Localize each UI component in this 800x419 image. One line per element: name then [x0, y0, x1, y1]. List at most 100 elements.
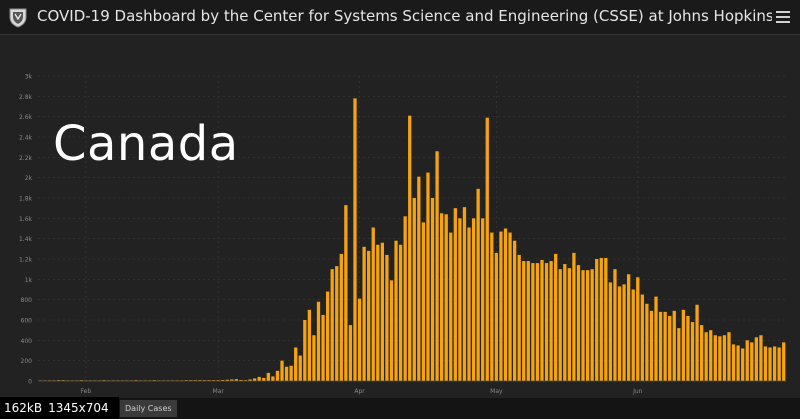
chart-bar — [253, 378, 257, 381]
daily-cases-chart: 0 200 400 600 800 1k 1.2k 1.4k 1.6k 1.8k 2k 2.2k 2.4… — [19, 74, 786, 395]
chart-bar — [312, 335, 316, 381]
chart-bar — [421, 222, 426, 381]
y-tick-label: 1.4k — [19, 236, 33, 243]
chart-bar — [262, 377, 266, 381]
y-tick-label: 1.6k — [19, 216, 33, 223]
hamburger-menu-icon[interactable] — [776, 9, 790, 23]
image-info-overlay: 162kB 1345x704 — [0, 397, 119, 419]
chart-bar — [376, 244, 380, 381]
chart-bar — [526, 261, 530, 381]
chart-bar — [649, 310, 654, 381]
chart-bar — [741, 348, 745, 381]
chart-bar — [239, 379, 243, 381]
y-tick-label: 2.6k — [19, 114, 33, 121]
y-tick-label: 800 — [21, 297, 33, 304]
chart-bar — [234, 379, 239, 381]
chart-bar — [230, 379, 234, 381]
chart-bar — [403, 216, 407, 381]
chart-bar — [389, 280, 394, 381]
chart-bar — [695, 304, 699, 381]
chart-bar — [339, 253, 343, 381]
chart-bar — [225, 379, 229, 381]
chart-bar — [476, 188, 480, 381]
chart-bar — [772, 346, 777, 381]
chart-bar — [444, 214, 448, 381]
chart-bar — [777, 347, 781, 381]
chart-bar — [713, 335, 717, 381]
johns-hopkins-shield-icon — [9, 8, 27, 28]
chart-bar — [385, 254, 389, 381]
y-tick-label: 2k — [25, 175, 33, 182]
chart-bar — [640, 294, 644, 381]
chart-bar — [512, 240, 517, 381]
chart-bar — [430, 198, 435, 381]
chart-bar — [298, 355, 302, 381]
x-tick-label: Mar — [212, 388, 224, 395]
x-tick-label: May — [490, 388, 503, 395]
chart-bar — [248, 379, 252, 381]
chart-bar — [540, 260, 544, 381]
chart-bar — [275, 370, 280, 381]
chart-bar — [522, 261, 526, 381]
y-tick-label: 2.4k — [19, 135, 33, 142]
chart-bar — [380, 242, 384, 381]
chart-bar — [335, 266, 339, 381]
chart-bar — [663, 311, 667, 381]
chart-bar — [750, 342, 754, 381]
chart-bar — [367, 250, 371, 381]
chart-bar — [585, 270, 590, 381]
chart-bar — [435, 151, 439, 381]
chart-bar — [608, 282, 613, 381]
chart-bar — [759, 335, 763, 381]
chart-bar — [321, 314, 325, 381]
chart-bar — [394, 240, 398, 381]
chart-bar — [485, 117, 489, 381]
chart-bar — [371, 227, 375, 381]
chart-bar — [686, 315, 690, 381]
x-tick-label: Apr — [354, 388, 365, 395]
y-tick-label: 2.8k — [19, 94, 33, 101]
chart-bar — [576, 265, 581, 381]
chart-bar — [221, 379, 225, 381]
chart-bar — [294, 347, 298, 381]
chart-bar — [467, 227, 471, 381]
y-tick-label: 1.2k — [19, 257, 33, 264]
chart-bar — [398, 244, 403, 381]
chart-bar — [243, 380, 248, 381]
chart-bar — [412, 198, 416, 381]
y-tick-label: 3k — [25, 74, 33, 81]
chart-bar — [499, 231, 503, 381]
chart-bar — [731, 344, 736, 381]
chart-bar — [471, 218, 476, 381]
chart-bar — [449, 232, 453, 381]
chart-bar — [508, 232, 512, 381]
chart-bar — [362, 246, 366, 381]
tab-daily-cases[interactable]: Daily Cases — [120, 400, 177, 417]
x-tick-label: Feb — [81, 388, 92, 395]
chart-bar — [567, 268, 571, 381]
chart-bar — [303, 320, 307, 381]
chart-bar — [595, 259, 599, 381]
chart-bar — [590, 269, 594, 381]
chart-bar — [718, 336, 722, 381]
chart-bar — [357, 298, 362, 381]
chart-bar — [581, 270, 585, 381]
file-size: 162kB — [4, 401, 43, 415]
chart-bar — [572, 252, 576, 381]
chart-bar — [481, 218, 485, 381]
chart-bar — [745, 340, 749, 381]
x-tick-label: Jun — [632, 388, 643, 395]
chart-bar — [289, 365, 293, 381]
chart-bar — [622, 284, 626, 381]
chart-bar — [699, 325, 704, 381]
chart-bar — [517, 254, 521, 381]
chart-bar — [535, 263, 540, 381]
chart-bar — [344, 205, 348, 381]
chart-bar — [654, 296, 658, 381]
chart-bar — [754, 337, 758, 381]
chart-bar — [325, 291, 330, 381]
chart-bar — [440, 213, 444, 381]
chart-bar — [503, 228, 508, 381]
chart-bar — [549, 261, 553, 381]
chart-bar — [348, 325, 353, 381]
